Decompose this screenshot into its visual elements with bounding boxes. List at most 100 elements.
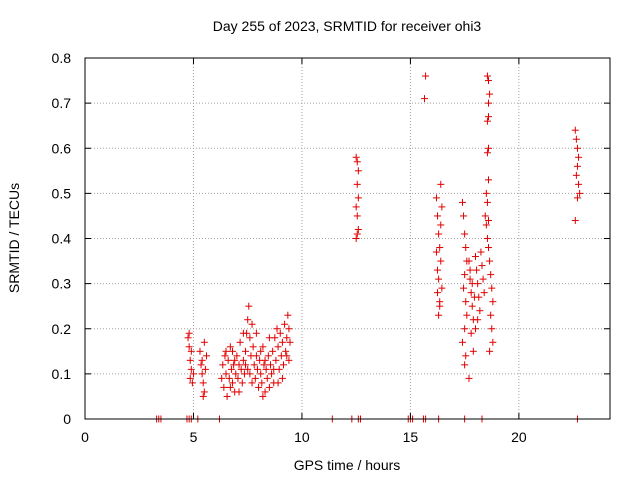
data-point [248, 320, 256, 328]
data-point [474, 316, 482, 324]
data-point [234, 374, 242, 382]
y-tick-label: 0.2 [52, 321, 72, 337]
data-point [353, 212, 361, 220]
data-point [463, 311, 471, 319]
data-point [483, 235, 491, 242]
data-point [229, 347, 237, 355]
data-point [236, 338, 244, 346]
y-tick-label: 0.5 [52, 185, 72, 201]
data-point [435, 275, 443, 283]
y-tick-label: 0.8 [52, 50, 72, 66]
x-tick-label: 10 [294, 429, 310, 445]
data-point [434, 212, 442, 220]
y-tick-label: 0.7 [52, 95, 72, 111]
data-point [486, 257, 494, 265]
data-point [274, 343, 282, 351]
data-point [485, 176, 493, 184]
data-point [435, 230, 443, 238]
data-point [461, 230, 469, 238]
data-point [466, 266, 474, 274]
data-point [483, 72, 491, 80]
data-point [460, 284, 468, 292]
data-point [185, 329, 193, 337]
data-point [432, 194, 440, 202]
data-point [283, 352, 291, 360]
data-point [434, 266, 442, 274]
data-point [467, 289, 475, 297]
data-point [354, 167, 362, 175]
data-point [487, 311, 495, 319]
data-point [353, 230, 361, 238]
data-point [485, 113, 493, 121]
data-point [188, 379, 196, 387]
data-point [434, 289, 442, 297]
data-point [260, 361, 268, 369]
data-point [252, 329, 260, 337]
data-point [469, 347, 477, 355]
data-point [276, 329, 284, 337]
data-point [489, 338, 497, 346]
data-point [226, 383, 234, 391]
data-point [249, 343, 257, 351]
data-point [269, 347, 277, 355]
x-tick-label: 5 [190, 429, 198, 445]
data-point [232, 370, 240, 378]
data-point [242, 361, 250, 369]
data-point [202, 352, 210, 360]
data-point [238, 379, 246, 387]
data-point [571, 216, 579, 224]
data-point [235, 361, 243, 369]
data-point [245, 302, 253, 310]
data-point [265, 383, 273, 391]
data-point [258, 379, 266, 387]
x-axis-label: GPS time / hours [294, 457, 401, 473]
data-point [224, 356, 232, 364]
data-point [225, 374, 233, 382]
data-point [229, 379, 237, 387]
data-point [278, 338, 286, 346]
data-point [281, 320, 289, 328]
data-point [198, 370, 206, 378]
data-point [242, 347, 250, 355]
y-tick-label: 0.6 [52, 140, 72, 156]
data-point [257, 347, 265, 355]
data-point [575, 153, 583, 161]
data-point [251, 374, 259, 382]
data-point [483, 117, 491, 125]
data-point [250, 361, 258, 369]
data-point [485, 99, 493, 107]
data-point [435, 311, 443, 319]
data-point [436, 298, 444, 306]
data-point [239, 356, 247, 364]
data-point [186, 356, 194, 364]
data-point [257, 370, 265, 378]
data-point [353, 180, 361, 188]
data-point [489, 298, 497, 306]
data-point [458, 198, 466, 206]
data-point [283, 334, 291, 342]
data-point [575, 180, 583, 188]
data-point [481, 212, 489, 220]
data-point [460, 212, 468, 220]
data-point [237, 365, 245, 373]
data-point [465, 257, 473, 265]
data-point [273, 325, 281, 333]
data-point [476, 307, 484, 315]
data-point [259, 343, 267, 351]
data-point [488, 325, 496, 333]
data-point [246, 334, 254, 342]
data-point [265, 334, 273, 342]
data-point [223, 392, 231, 400]
data-point [263, 374, 271, 382]
data-point [461, 361, 469, 369]
data-point [471, 325, 479, 333]
data-point [285, 325, 293, 333]
data-point [268, 370, 276, 378]
y-tick-label: 0.4 [52, 231, 72, 247]
data-point [421, 95, 429, 103]
data-point [226, 343, 234, 351]
data-point [353, 158, 361, 166]
data-point [467, 329, 475, 337]
data-point [200, 388, 208, 396]
